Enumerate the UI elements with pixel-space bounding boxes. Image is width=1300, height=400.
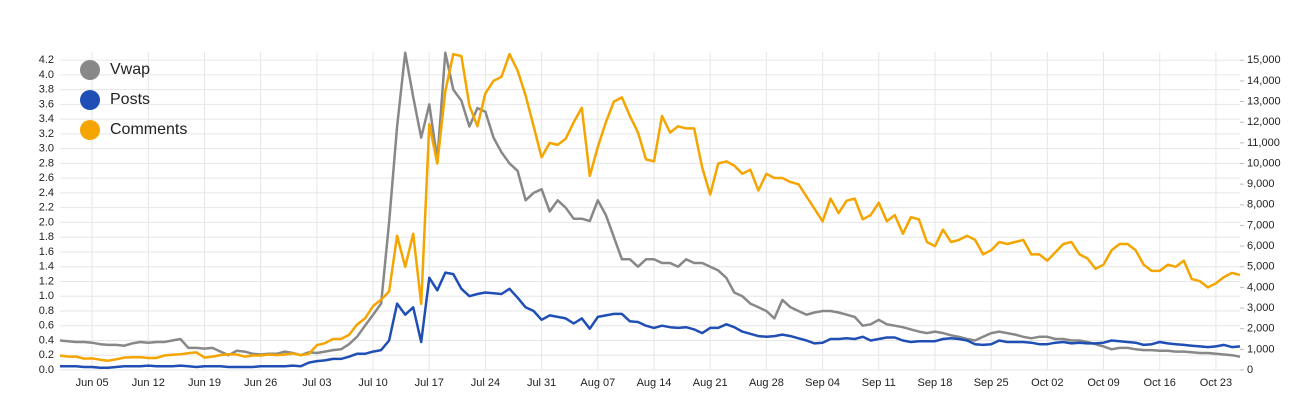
x-tick-label: Jun 05 bbox=[76, 377, 109, 389]
y-tick-label: 0.8 bbox=[39, 305, 54, 317]
y-tick-label: 0.0 bbox=[39, 364, 54, 376]
y-tick-label: 3.8 bbox=[39, 84, 54, 96]
y-tick-label: 0.2 bbox=[39, 349, 54, 361]
y-tick-label: 1.4 bbox=[39, 261, 54, 273]
y-tick-label: 3.0 bbox=[39, 143, 54, 155]
x-tick-label: Sep 18 bbox=[918, 377, 953, 389]
y-tick-label: 1.2 bbox=[39, 275, 54, 287]
y2-tick-label: 4,000 bbox=[1247, 281, 1275, 293]
legend-label: Posts bbox=[110, 91, 150, 108]
y-tick-label: 2.8 bbox=[39, 157, 54, 169]
y2-tick-label: 11,000 bbox=[1247, 137, 1280, 149]
x-tick-label: Jul 24 bbox=[471, 377, 500, 389]
x-tick-label: Aug 07 bbox=[580, 377, 615, 389]
x-tick-label: Aug 28 bbox=[749, 377, 784, 389]
legend-marker bbox=[80, 60, 100, 80]
y-tick-label: 2.0 bbox=[39, 216, 54, 228]
y2-tick-label: 10,000 bbox=[1247, 157, 1281, 169]
y2-tick-label: 9,000 bbox=[1247, 178, 1275, 190]
y-tick-label: 4.2 bbox=[39, 54, 54, 66]
x-tick-label: Oct 02 bbox=[1031, 377, 1063, 389]
legend-label: Comments bbox=[110, 121, 187, 138]
y2-tick-label: 12,000 bbox=[1247, 116, 1281, 128]
y-tick-label: 2.2 bbox=[39, 202, 54, 214]
y2-tick-label: 8,000 bbox=[1247, 199, 1275, 211]
x-tick-label: Sep 04 bbox=[805, 377, 840, 389]
y2-tick-label: 6,000 bbox=[1247, 240, 1275, 252]
y-tick-label: 1.0 bbox=[39, 290, 54, 302]
legend-label: Vwap bbox=[110, 61, 150, 78]
y-tick-label: 4.0 bbox=[39, 69, 54, 81]
y-tick-label: 3.4 bbox=[39, 113, 54, 125]
y2-tick-label: 5,000 bbox=[1247, 261, 1275, 273]
x-tick-label: Jul 31 bbox=[527, 377, 556, 389]
x-tick-label: Sep 25 bbox=[974, 377, 1009, 389]
x-tick-label: Oct 16 bbox=[1144, 377, 1176, 389]
x-tick-label: Oct 09 bbox=[1087, 377, 1119, 389]
x-tick-label: Aug 14 bbox=[637, 377, 672, 389]
y-tick-label: 0.4 bbox=[39, 334, 54, 346]
y2-tick-label: 13,000 bbox=[1247, 95, 1281, 107]
x-tick-label: Sep 11 bbox=[862, 377, 896, 389]
x-tick-label: Aug 21 bbox=[693, 377, 728, 389]
legend-marker bbox=[80, 90, 100, 110]
y-tick-label: 3.2 bbox=[39, 128, 54, 140]
y-tick-label: 0.6 bbox=[39, 320, 54, 332]
x-tick-label: Oct 23 bbox=[1200, 377, 1232, 389]
y-tick-label: 3.6 bbox=[39, 98, 54, 110]
x-tick-label: Jul 17 bbox=[415, 377, 444, 389]
y2-tick-label: 7,000 bbox=[1247, 219, 1275, 231]
y-tick-label: 1.8 bbox=[39, 231, 54, 243]
x-tick-label: Jun 12 bbox=[132, 377, 165, 389]
y2-tick-label: 14,000 bbox=[1247, 75, 1281, 87]
series-line bbox=[59, 52, 1241, 362]
series-line bbox=[60, 271, 1241, 370]
y-tick-label: 2.4 bbox=[39, 187, 54, 199]
y2-tick-label: 2,000 bbox=[1247, 323, 1275, 335]
series-line bbox=[59, 51, 1241, 358]
y2-tick-label: 1,000 bbox=[1247, 343, 1275, 355]
x-tick-label: Jul 10 bbox=[358, 377, 387, 389]
x-tick-label: Jul 03 bbox=[302, 377, 331, 389]
y-tick-label: 1.6 bbox=[39, 246, 54, 258]
y2-tick-label: 15,000 bbox=[1247, 54, 1281, 66]
x-tick-label: Jun 26 bbox=[244, 377, 277, 389]
x-tick-label: Jun 19 bbox=[188, 377, 221, 389]
legend-marker bbox=[80, 120, 100, 140]
y2-tick-label: 3,000 bbox=[1247, 302, 1275, 314]
y2-tick-label: 0 bbox=[1247, 364, 1253, 376]
y-tick-label: 2.6 bbox=[39, 172, 54, 184]
